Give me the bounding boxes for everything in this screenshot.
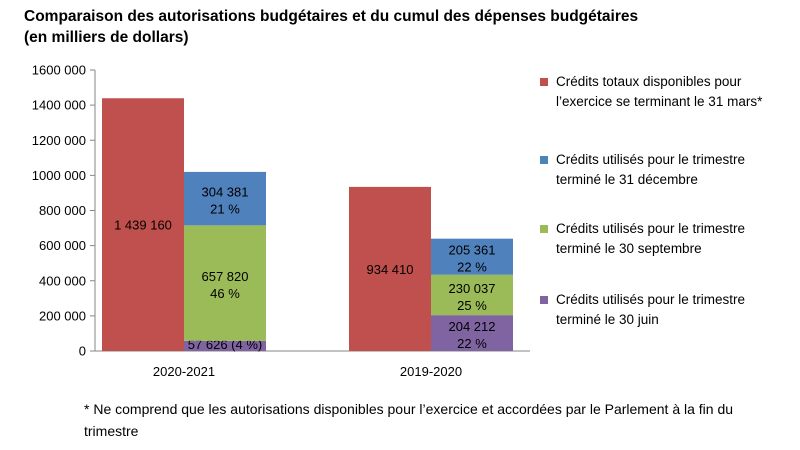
bar-segment-q2: [431, 274, 513, 316]
bar-total: [349, 186, 431, 351]
data-label-pct-q3: 21 %: [210, 202, 240, 217]
data-label-pct-q1: 22 %: [457, 336, 487, 351]
legend-label-q2: Crédits utilisés pour le trimestre termi…: [556, 221, 746, 256]
bar-segment-q3: [184, 171, 266, 226]
legend-swatch-total: [540, 78, 548, 86]
y-tick-label: 1200 000: [32, 133, 86, 148]
bar-segment-q1: [184, 340, 266, 351]
y-tick-label: 1000 000: [32, 168, 86, 183]
data-label-pct-q2: 25 %: [457, 298, 487, 313]
y-tick-label: 600 000: [39, 238, 86, 253]
y-tick-label: 0: [79, 344, 86, 359]
bar-segment-q3: [431, 238, 513, 275]
data-label-pct-q3: 22 %: [457, 260, 487, 275]
legend-swatch-q3: [540, 156, 548, 164]
y-tick-label: 1400 000: [32, 98, 86, 113]
legend-swatch-q2: [540, 225, 548, 233]
y-tick-label: 200 000: [39, 308, 86, 323]
data-label-total: 1 439 160: [114, 218, 172, 233]
data-label-q3: 205 361: [449, 243, 496, 258]
legend-label-q3: Crédits utilisés pour le trimestre termi…: [556, 152, 746, 187]
legend-swatch-q1: [540, 296, 548, 304]
data-label-q2: 657 820: [202, 269, 249, 284]
data-label-pct-q2: 46 %: [210, 286, 240, 301]
data-label-total: 934 410: [367, 262, 414, 277]
x-tick-label: 2019-2020: [400, 364, 462, 379]
chart-title: Comparaison des autorisations budgétaire…: [24, 8, 639, 46]
bar-segment-q2: [184, 225, 266, 341]
data-label-q1: 204 212: [449, 319, 496, 334]
footnote: * Ne comprend que les autorisations disp…: [84, 401, 734, 439]
x-tick-label: 2020-2021: [153, 364, 215, 379]
bar-total: [102, 98, 184, 351]
bar-segment-q1: [431, 315, 513, 351]
data-label-q2: 230 037: [449, 281, 496, 296]
y-tick-label: 800 000: [39, 203, 86, 218]
data-label-q3: 304 381: [202, 185, 249, 200]
legend-label-total: Crédits totaux disponibles pour l’exerci…: [556, 74, 763, 109]
y-tick-label: 400 000: [39, 273, 86, 288]
y-tick-label: 1600 000: [32, 63, 86, 78]
legend-label-q1: Crédits utilisés pour le trimestre termi…: [556, 292, 746, 327]
